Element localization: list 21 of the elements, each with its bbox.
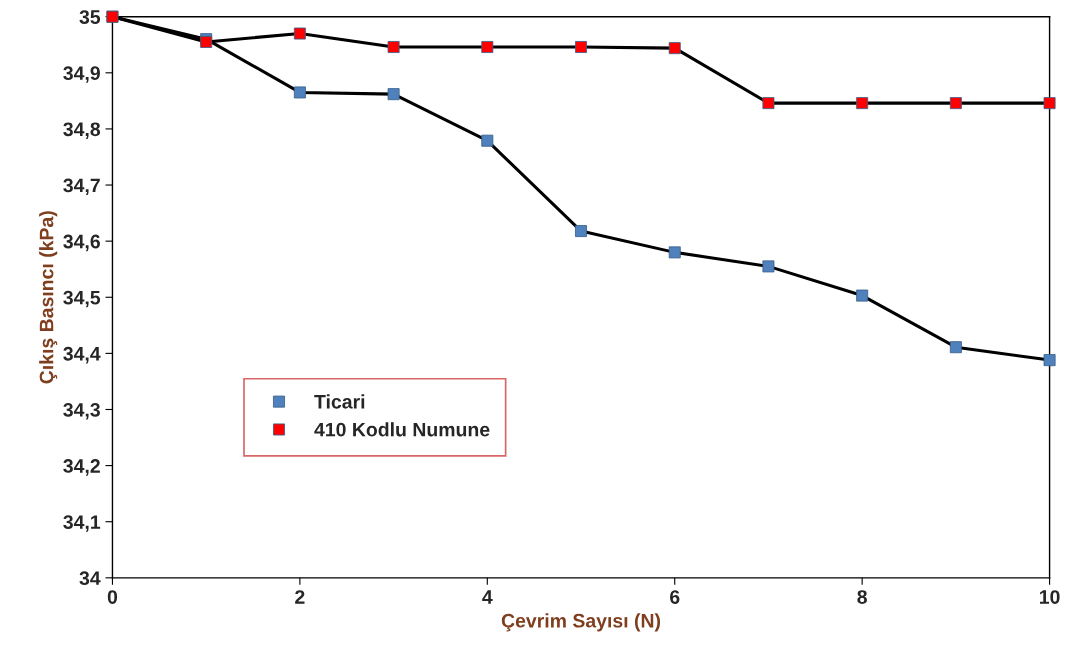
y-tick-label: 35 <box>79 10 101 24</box>
x-tick-label: 0 <box>107 590 118 604</box>
x-tick-label: 10 <box>1039 590 1060 604</box>
legend-label: 410 Kodlu Numune <box>314 422 490 437</box>
x-tick-label: 4 <box>482 590 493 604</box>
x-axis-title: Çevrim Sayısı (N) <box>501 613 661 632</box>
x-tick-label: 8 <box>857 590 867 604</box>
x-tick-label: 2 <box>295 590 305 604</box>
y-tick-label: 34 <box>79 571 101 586</box>
y-tick-label: 34,8 <box>63 122 101 139</box>
legend-label: Ticari <box>314 394 365 409</box>
y-tick-label: 34,9 <box>63 66 100 83</box>
y-tick-label: 34,7 <box>63 178 100 196</box>
x-tick-label: 6 <box>670 590 680 604</box>
y-tick-label: 34,3 <box>63 402 100 420</box>
y-tick-label: 34,5 <box>63 290 101 308</box>
y-tick-label: 34,2 <box>63 459 100 476</box>
y-tick-label: 34,4 <box>63 346 101 364</box>
y-tick-label: 34,6 <box>63 234 100 252</box>
y-tick-label: 34,1 <box>63 515 101 532</box>
y-axis-title: Çıkış Basıncı (kPa) <box>39 211 58 384</box>
